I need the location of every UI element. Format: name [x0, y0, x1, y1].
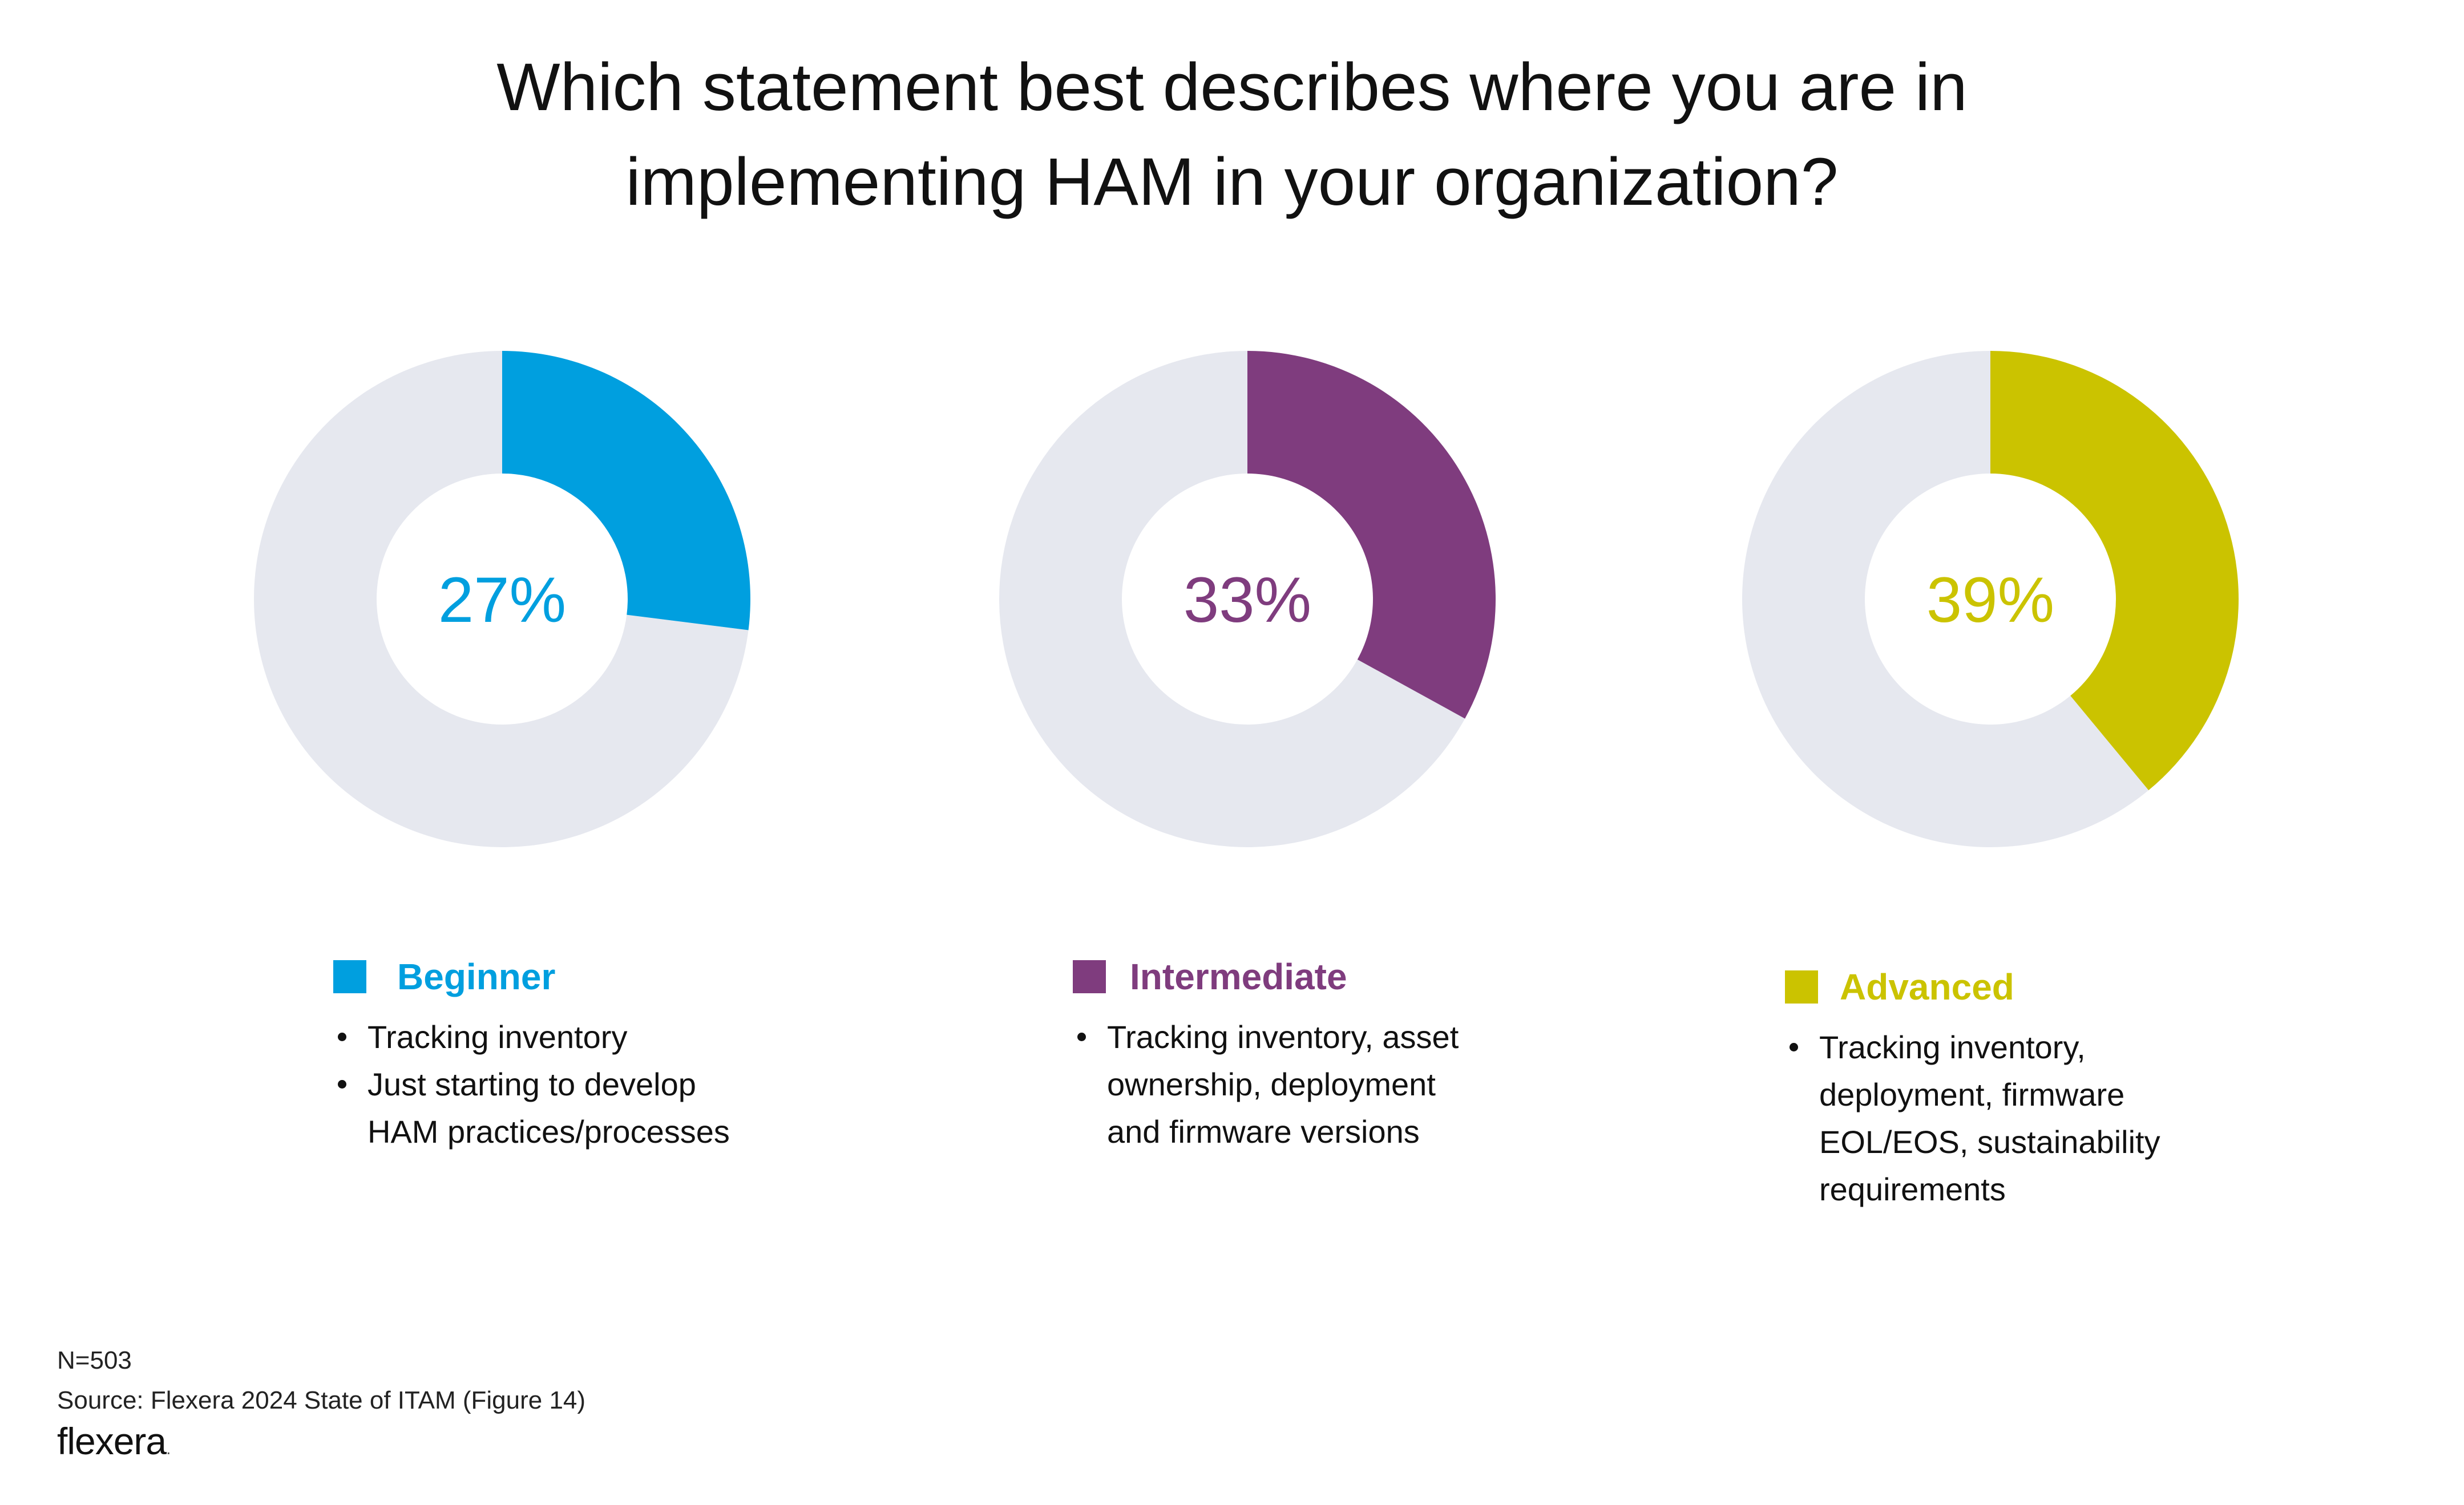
legend-advanced: Advanced Tracking inventory, deployment,…	[1785, 964, 2413, 1213]
donut-slice-intermediate	[1247, 351, 1496, 719]
legend-bullet: Tracking inventory, deployment, firmware…	[1785, 1023, 2413, 1213]
donut-remainder-intermediate	[999, 351, 1465, 847]
donut-chart-beginner: 27%	[254, 351, 750, 847]
bullet-line: Tracking inventory	[367, 1019, 628, 1055]
donut-slice-advanced	[1990, 351, 2239, 791]
legend-bullet: Tracking inventory, asset ownership, dep…	[1073, 1013, 1700, 1155]
donut-chart-advanced: 39%	[1742, 351, 2239, 847]
donut-center-label-beginner: 27%	[438, 564, 566, 636]
sample-size-note: N=503	[57, 1346, 132, 1374]
source-note: Source: Flexera 2024 State of ITAM (Figu…	[57, 1386, 586, 1414]
bullet-line: Just starting to develop	[367, 1066, 696, 1102]
legend-beginner: Beginner Tracking inventory Just startin…	[333, 954, 961, 1155]
donut-remainder-advanced	[1742, 351, 2149, 847]
bullet-line: requirements	[1819, 1171, 2006, 1207]
bullet-line: Tracking inventory,	[1819, 1029, 2086, 1065]
legend-swatch-intermediate	[1073, 960, 1106, 993]
legend-label-advanced: Advanced	[1840, 966, 2014, 1008]
legend-bullet: Just starting to develop HAM practices/p…	[333, 1061, 961, 1155]
bullet-line: HAM practices/processes	[367, 1114, 730, 1150]
logo-wordmark: flexera	[57, 1420, 167, 1462]
legend-header-beginner: Beginner	[333, 954, 961, 1000]
bullet-line: EOL/EOS, sustainability	[1819, 1124, 2160, 1160]
legend-swatch-advanced	[1785, 970, 1818, 1004]
legend-bullets-advanced: Tracking inventory, deployment, firmware…	[1785, 1023, 2413, 1213]
legend-intermediate: Intermediate Tracking inventory, asset o…	[1073, 954, 1700, 1155]
flexera-logo: flexera.	[57, 1418, 171, 1472]
legend-header-intermediate: Intermediate	[1073, 954, 1700, 1000]
donut-slice-beginner	[502, 351, 750, 630]
legend-swatch-beginner	[333, 960, 366, 993]
donut-remainder-beginner	[254, 351, 749, 847]
donut-svg-beginner: 27%	[254, 351, 750, 847]
legend-label-beginner: Beginner	[397, 956, 556, 997]
legend-bullets-beginner: Tracking inventory Just starting to deve…	[333, 1013, 961, 1155]
chart-title-line-2: implementing HAM in your organization?	[625, 144, 1839, 220]
legend-bullet: Tracking inventory	[333, 1013, 961, 1061]
chart-title: Which statement best describes where you…	[319, 40, 2145, 229]
donut-center-label-advanced: 39%	[1926, 564, 2054, 636]
legend-bullets-intermediate: Tracking inventory, asset ownership, dep…	[1073, 1013, 1700, 1155]
bullet-line: ownership, deployment	[1107, 1066, 1436, 1102]
donut-chart-intermediate: 33%	[999, 351, 1496, 847]
donut-center-label-intermediate: 33%	[1183, 564, 1311, 636]
donut-svg-intermediate: 33%	[999, 351, 1496, 847]
bullet-line: Tracking inventory, asset	[1107, 1019, 1459, 1055]
chart-title-line-1: Which statement best describes where you…	[496, 50, 1968, 125]
bullet-line: deployment, firmware	[1819, 1077, 2125, 1112]
legend-header-advanced: Advanced	[1785, 964, 2413, 1010]
legend-label-intermediate: Intermediate	[1130, 956, 1347, 997]
donut-svg-advanced: 39%	[1742, 351, 2239, 847]
logo-dot: .	[166, 1439, 171, 1458]
bullet-line: and firmware versions	[1107, 1114, 1420, 1150]
